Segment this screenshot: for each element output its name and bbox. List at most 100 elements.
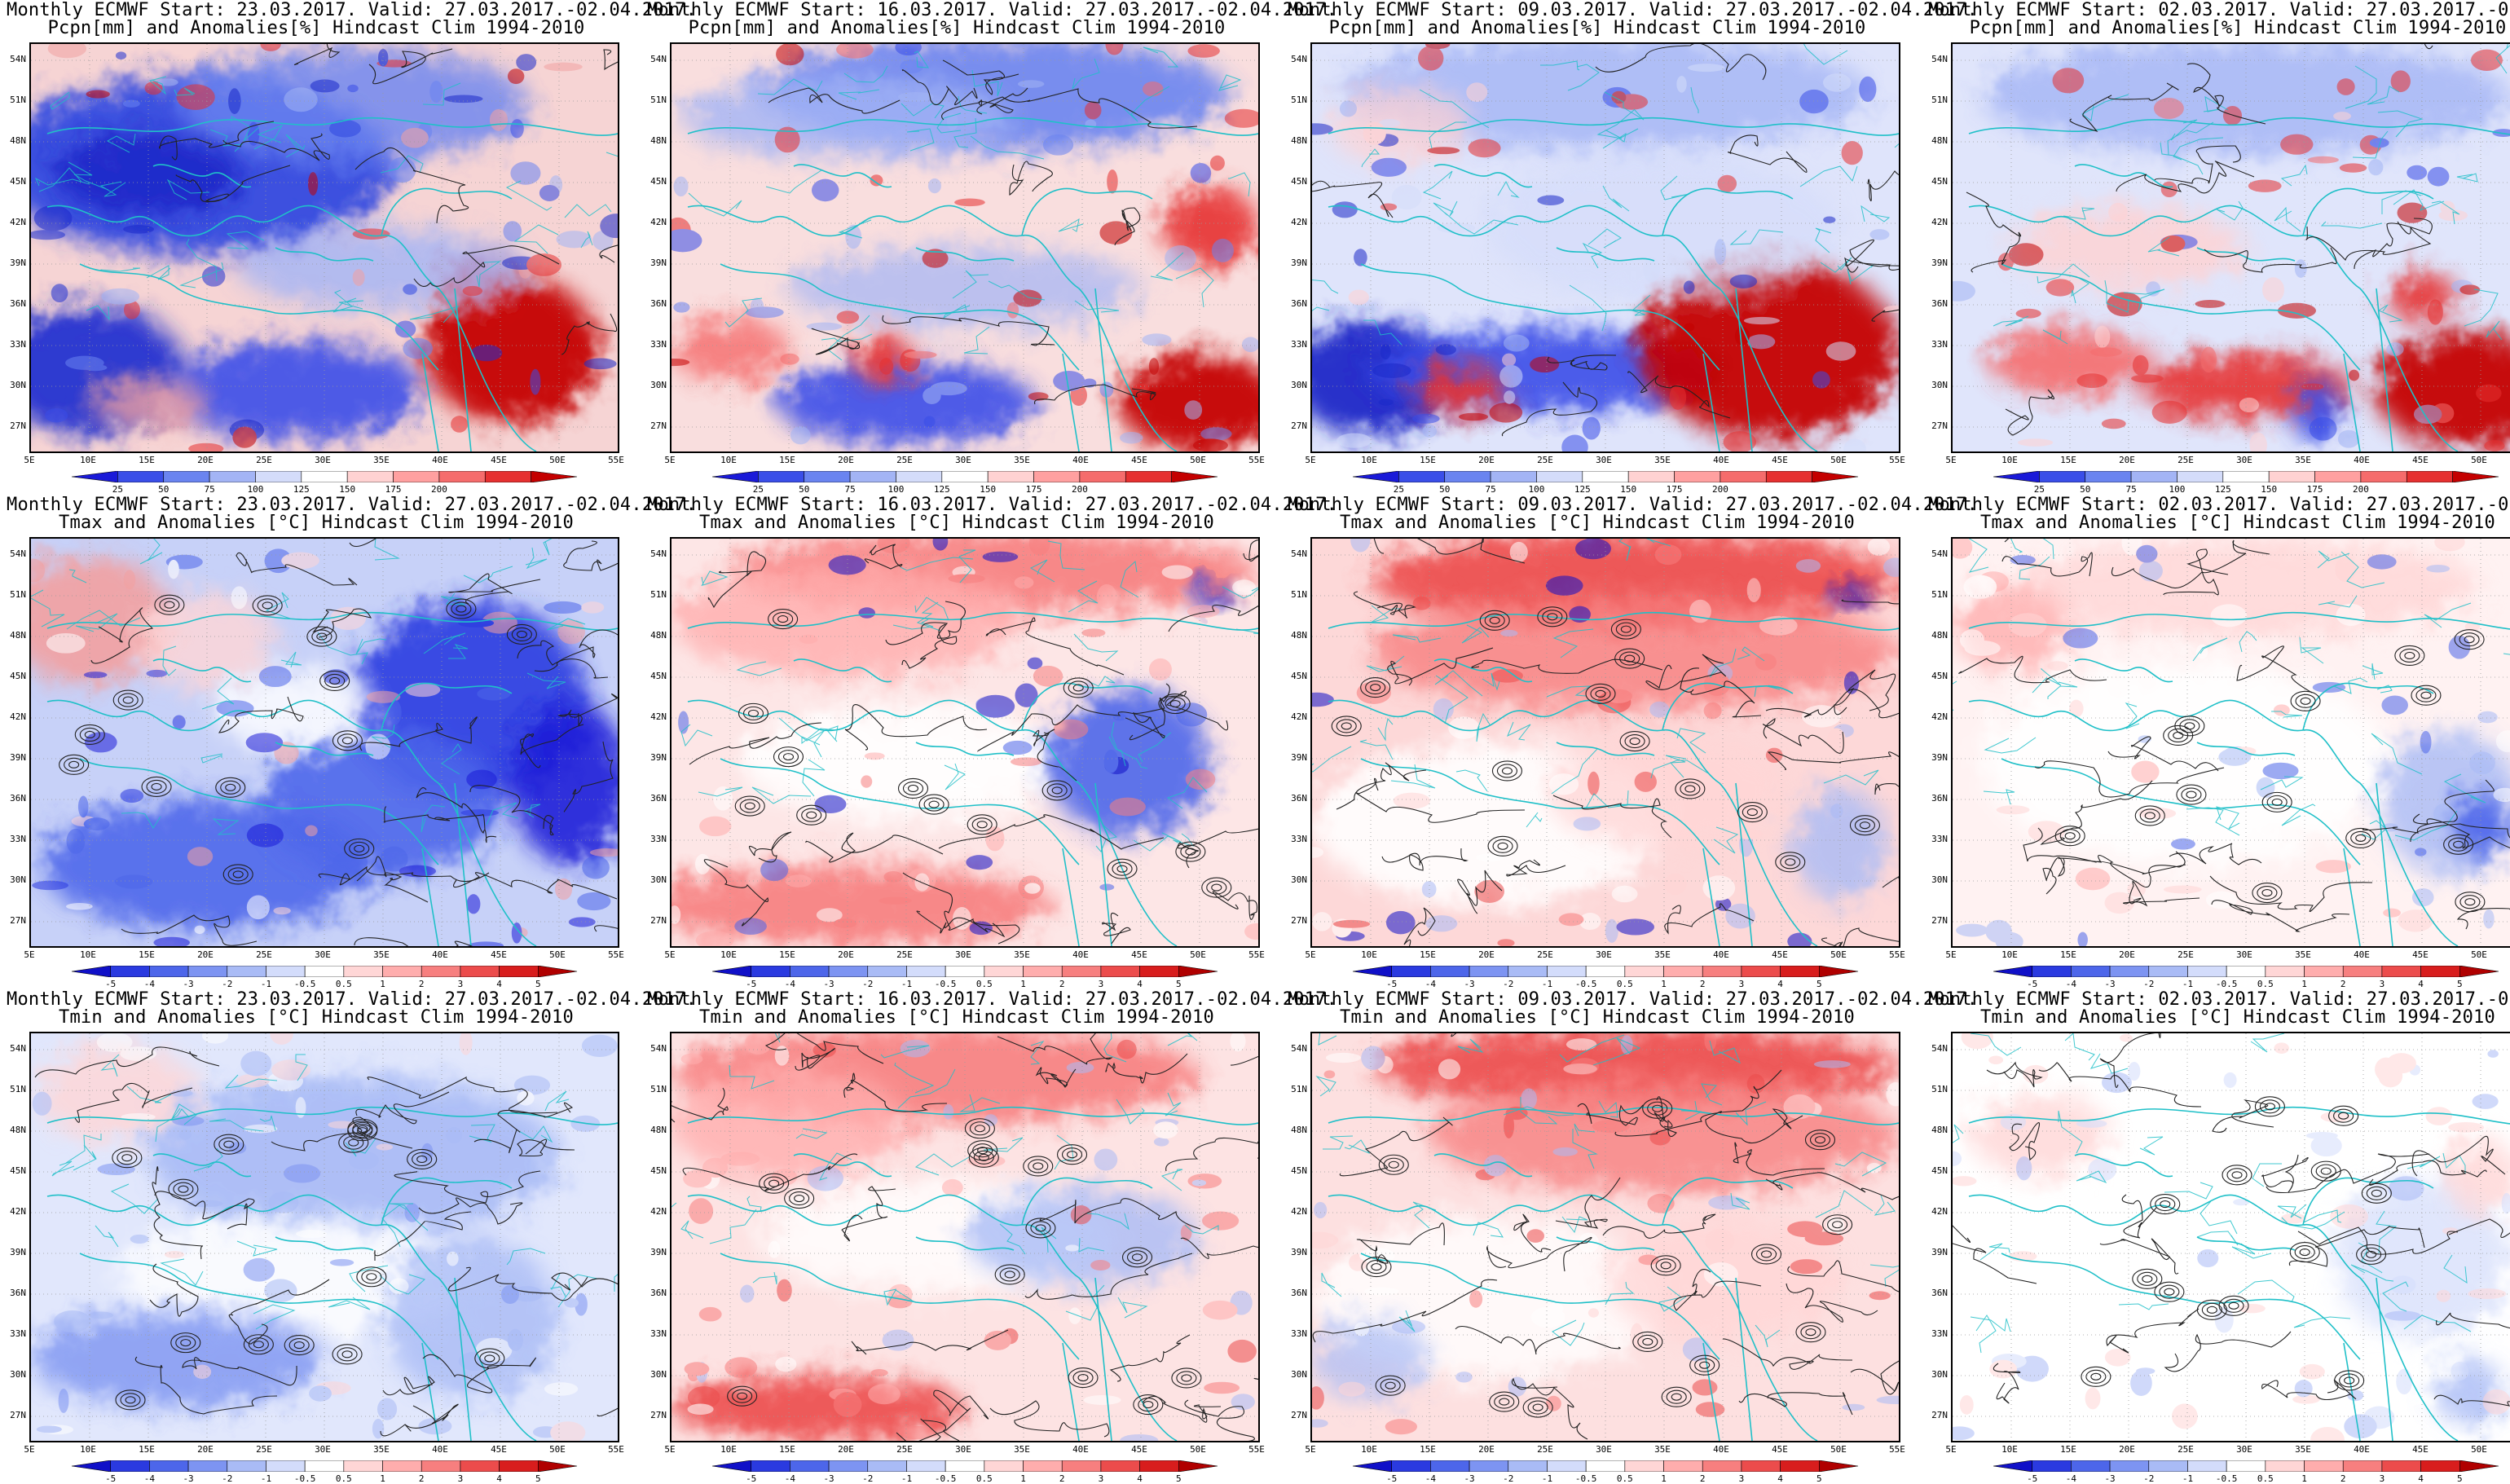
longitude-label: 5E — [664, 455, 676, 465]
anomaly-speckle — [698, 1306, 722, 1322]
colorbar-swatch — [1741, 966, 1781, 977]
anomaly-speckle — [1094, 1148, 1118, 1171]
latitude-label: 36N — [10, 298, 26, 309]
anomaly-speckle — [834, 918, 856, 928]
anomaly-speckle — [1866, 1163, 1882, 1174]
anomaly-speckle — [170, 1090, 193, 1097]
latitude-label: 30N — [10, 1369, 26, 1380]
anomaly-speckle — [120, 789, 144, 804]
colorbar-tick-label: -3 — [2104, 1473, 2116, 1484]
anomaly-speckle — [2459, 284, 2481, 295]
anomaly-speckle — [97, 1163, 135, 1176]
anomaly-speckle — [66, 903, 93, 910]
longitude-label: 35E — [2295, 455, 2311, 465]
colorbar-swatch — [1765, 471, 1812, 482]
anomaly-speckle — [1385, 1419, 1418, 1435]
colorbar-tick-label: 125 — [933, 484, 950, 495]
colorbar-tick-label: 0.5 — [335, 1473, 352, 1484]
colorbar-tick-label: 2 — [1699, 979, 1706, 989]
latitude-label: 54N — [1931, 1043, 1948, 1054]
colorbar-swatch — [2071, 1460, 2111, 1472]
anomaly-speckle — [352, 228, 390, 240]
anomaly-speckle — [745, 306, 784, 319]
colorbar-tick-label: 2 — [418, 1473, 425, 1484]
latitude-label: 45N — [1291, 671, 1307, 681]
anomaly-speckle — [1192, 438, 1228, 451]
anomaly-speckle — [1558, 913, 1584, 927]
longitude-label: 15E — [1420, 949, 1436, 960]
anomaly-speckle — [1332, 919, 1371, 928]
colorbar-swatch — [1352, 1460, 1392, 1472]
colorbar-tick-label: -1 — [1541, 979, 1553, 989]
panel-title-line2: Pcpn[mm] and Anomalies[%] Hindcast Clim … — [688, 18, 1226, 38]
anomaly-speckle — [268, 1191, 299, 1213]
map-panel-pcpn-2: Monthly ECMWF Start: 09.03.2017. Valid: … — [1288, 0, 1978, 495]
anomaly-speckle — [2339, 163, 2367, 173]
anomaly-speckle — [2101, 418, 2126, 429]
lat-lon-grid — [672, 44, 1258, 451]
coastline — [1328, 1106, 1899, 1441]
colorbar-swatch — [1624, 1460, 1664, 1472]
longitude-label: 10E — [1361, 455, 1377, 465]
anomaly-speckle — [1489, 402, 1523, 423]
anomaly-speckle — [2483, 909, 2495, 929]
panel-title-line2: Tmin and Anomalies [°C] Hindcast Clim 19… — [59, 1007, 574, 1028]
colorbar-tick-label: -1 — [260, 979, 272, 989]
latitude-label: 36N — [10, 793, 26, 804]
anomaly-speckle — [922, 249, 949, 268]
longitude-label: 35E — [1014, 1444, 1030, 1455]
panel-title-line2: Tmin and Anomalies [°C] Hindcast Clim 19… — [699, 1007, 1214, 1028]
anomaly-speckle — [1232, 579, 1256, 596]
anomaly-speckle — [401, 127, 429, 148]
longitude-label: 45E — [491, 455, 507, 465]
latitude-label: 42N — [10, 711, 26, 722]
colorbar-swatch — [751, 966, 790, 977]
colorbar-tick-label: -4 — [143, 979, 155, 989]
contour-lines — [768, 59, 1198, 405]
anomaly-speckle — [1634, 771, 1657, 792]
latitude-label: 54N — [1291, 54, 1307, 64]
longitude-label: 20E — [838, 455, 854, 465]
colorbar-swatch — [2187, 1460, 2227, 1472]
anomaly-speckle — [86, 90, 110, 99]
anomaly-speckle — [1643, 256, 1661, 283]
anomaly-speckle — [946, 112, 958, 130]
anomaly-speckle — [1184, 400, 1203, 420]
anomaly-speckle — [2008, 243, 2044, 266]
colorbar-tick-label: 3 — [2379, 979, 2385, 989]
longitude-label: 35E — [1654, 1444, 1671, 1455]
anomaly-speckle — [1702, 875, 1736, 901]
anomaly-speckle — [1099, 381, 1114, 398]
colorbar-swatch — [304, 1460, 345, 1472]
anomaly-speckle — [1385, 910, 1416, 935]
colorbar-swatch — [2187, 966, 2227, 977]
colorbar-swatch — [790, 1460, 830, 1472]
colorbar-swatch — [1444, 471, 1491, 482]
anomaly-speckle — [2261, 277, 2285, 303]
colorbar-swatch — [538, 966, 578, 977]
anomaly-speckle — [2330, 1204, 2368, 1229]
anomaly-speckle — [2108, 202, 2128, 222]
longitude-label: 50E — [1830, 949, 1847, 960]
panel-title-line1: Monthly ECMWF Start: 02.03.2017. Valid: … — [1928, 495, 2510, 515]
colorbar-swatch — [2265, 1460, 2305, 1472]
anomaly-speckle — [702, 1157, 729, 1178]
anomaly-speckle — [1380, 344, 1391, 360]
anomaly-speckle — [2104, 892, 2135, 914]
anomaly-speckle — [1096, 583, 1117, 609]
anomaly-speckle — [32, 1091, 52, 1116]
colorbar-swatch — [149, 1460, 189, 1472]
anomaly-speckle — [982, 551, 1019, 562]
anomaly-speckle — [1587, 1308, 1599, 1318]
anomaly-speckle — [1787, 932, 1812, 946]
latitude-label: 33N — [10, 1328, 26, 1339]
longitude-label: 30E — [2236, 455, 2252, 465]
longitude-label: 50E — [549, 949, 566, 960]
colorbar-swatch — [2130, 471, 2178, 482]
anomaly-speckle — [120, 1046, 156, 1061]
colorbar-tick-label: 5 — [535, 1473, 541, 1484]
longitude-label: 55E — [608, 949, 624, 960]
colorbar-swatch — [382, 1460, 422, 1472]
latitude-label: 45N — [650, 176, 667, 187]
anomaly-speckle — [526, 253, 562, 276]
